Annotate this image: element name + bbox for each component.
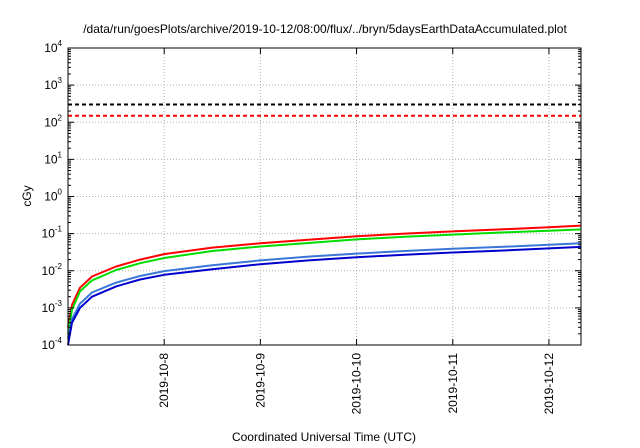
y-axis: 10-4 10-3 10-2 10-1 100 101 102 103 104 xyxy=(42,39,581,352)
y-axis-label: cGy xyxy=(20,185,34,206)
series-layer xyxy=(67,103,582,346)
y-tick-label: 104 xyxy=(44,39,62,55)
x-tick-label: 2019-10-10 xyxy=(350,353,364,415)
y-tick-label: 100 xyxy=(44,188,62,204)
x-axis-label: Coordinated Universal Time (UTC) xyxy=(232,430,416,444)
chart-title: /data/run/goesPlots/archive/2019-10-12/0… xyxy=(83,22,567,36)
series-line xyxy=(67,242,582,339)
x-tick-label: 2019-10-11 xyxy=(446,353,460,414)
x-tick-label: 2019-10-9 xyxy=(253,353,267,408)
series-line xyxy=(67,245,582,346)
plot-frame xyxy=(67,47,582,346)
y-tick-label: 102 xyxy=(44,113,62,129)
x-tick-label: 2019-10-12 xyxy=(542,353,556,415)
x-axis: 2019-10-8 2019-10-9 2019-10-10 2019-10-11 20… xyxy=(157,48,556,414)
series-line xyxy=(67,228,582,334)
y-tick-label: 10-3 xyxy=(42,299,63,315)
y-tick-label: 101 xyxy=(44,150,62,166)
series-line xyxy=(67,224,582,328)
y-tick-label: 103 xyxy=(44,76,62,92)
y-tick-label: 10-1 xyxy=(42,225,63,241)
grid xyxy=(68,48,581,345)
y-tick-label: 10-4 xyxy=(42,336,63,352)
x-tick-label: 2019-10-8 xyxy=(157,353,171,408)
y-tick-label: 10-2 xyxy=(42,262,63,278)
